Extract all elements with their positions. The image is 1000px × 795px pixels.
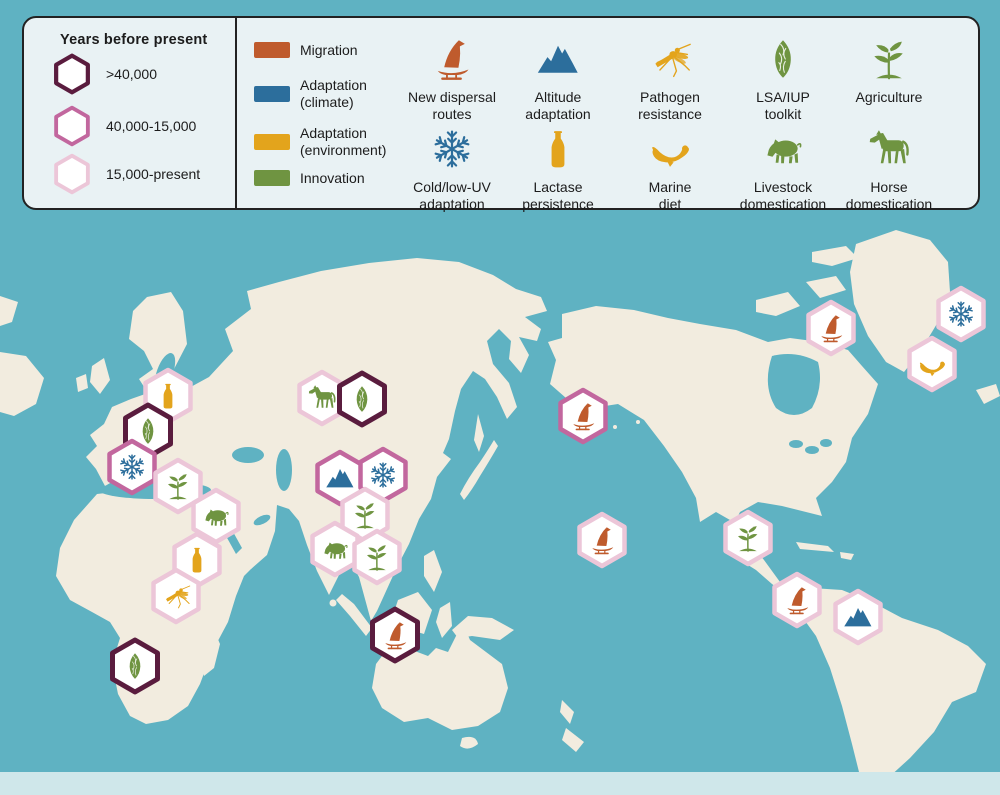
icon-label: Livestock domestication [739, 179, 827, 212]
map-marker-boat [577, 511, 627, 569]
legend-icon-horse-domestication: Horse domestication [836, 126, 942, 212]
seal-icon [648, 126, 692, 172]
map-marker-plant [153, 457, 203, 515]
category-adaptation-environment: Adaptation (environment) [254, 125, 386, 159]
icon-label: Pathogen resistance [638, 89, 702, 122]
legend-icon-new-dispersal-routes: New dispersal routes [399, 36, 505, 122]
time-legend-label: 40,000-15,000 [106, 118, 197, 134]
legend-icon-marine-diet: Marine diet [617, 126, 723, 212]
map-marker-seal [907, 335, 957, 393]
plant-icon [867, 36, 911, 82]
horse-icon [867, 126, 911, 172]
map-marker-plant [723, 509, 773, 567]
toolkit-icon [761, 36, 805, 82]
map-marker-mosquito [151, 567, 201, 625]
mosquito-icon [648, 36, 692, 82]
map-marker-plant [352, 528, 402, 586]
category-label: Adaptation (environment) [300, 125, 387, 158]
icon-label: Horse domestication [845, 179, 933, 212]
migration-swatch [254, 42, 290, 59]
bottle-icon [536, 126, 580, 172]
snowflake-icon [430, 126, 474, 172]
map-marker-pig [310, 520, 360, 578]
map-marker-pig [191, 487, 241, 545]
map-marker-toolkit [110, 637, 160, 695]
hexagon-medium-icon [54, 105, 90, 147]
icon-label: LSA/IUP toolkit [756, 89, 810, 122]
time-legend-item-40000-15000: 40,000-15,000 [50, 102, 196, 150]
category-migration: Migration [254, 42, 358, 59]
map-marker-boat [370, 606, 420, 664]
legend-divider [235, 18, 237, 208]
category-adaptation-climate: Adaptation (climate) [254, 77, 367, 111]
map-marker-snowflake [936, 285, 986, 343]
map-marker-mountain [833, 588, 883, 646]
legend-icon-pathogen-resistance: Pathogen resistance [617, 36, 723, 122]
legend-icon-lsa-iup-toolkit: LSA/IUP toolkit [730, 36, 836, 122]
legend-icon-livestock-domestication: Livestock domestication [730, 126, 836, 212]
map-marker-boat [558, 387, 608, 445]
category-label: Migration [300, 42, 358, 58]
hexagon-dark-icon [54, 53, 90, 95]
time-legend-label: >40,000 [106, 66, 157, 82]
time-legend-item-over-40000: >40,000 [50, 50, 157, 98]
icon-label: Lactase persistence [522, 179, 594, 212]
antarctica-band [0, 772, 1000, 795]
legend-icon-lactase-persistence: Lactase persistence [505, 126, 611, 212]
icon-label: New dispersal routes [408, 89, 496, 122]
legend-panel: Years before present >40,000 40,000-15,0… [22, 16, 980, 212]
time-legend-item-15000-present: 15,000-present [50, 150, 200, 198]
icon-label: Cold/low-UV adaptation [413, 179, 491, 212]
icon-label: Marine diet [648, 179, 692, 212]
icon-label: Altitude adaptation [525, 89, 591, 122]
legend-icon-altitude-adaptation: Altitude adaptation [505, 36, 611, 122]
map-marker-boat [806, 299, 856, 357]
time-legend-label: 15,000-present [106, 166, 201, 182]
time-legend-title: Years before present [60, 32, 208, 48]
map-markers-layer [107, 285, 986, 695]
legend-icon-cold-low-uv-adaptation: Cold/low-UV adaptation [399, 126, 505, 212]
hexagon-light-icon [54, 153, 90, 195]
icon-label: Agriculture [855, 89, 923, 105]
pig-icon [761, 126, 805, 172]
map-marker-snowflake [107, 438, 157, 496]
map-marker-boat [772, 571, 822, 629]
category-label: Innovation [300, 170, 365, 186]
boat-icon [430, 36, 474, 82]
environment-swatch [254, 133, 290, 150]
category-label: Adaptation (climate) [300, 77, 367, 110]
category-innovation: Innovation [254, 170, 365, 187]
mountain-icon [536, 36, 580, 82]
map-marker-toolkit [337, 370, 387, 428]
legend-icon-agriculture: Agriculture [836, 36, 942, 106]
climate-swatch [254, 85, 290, 102]
innovation-swatch [254, 170, 290, 187]
